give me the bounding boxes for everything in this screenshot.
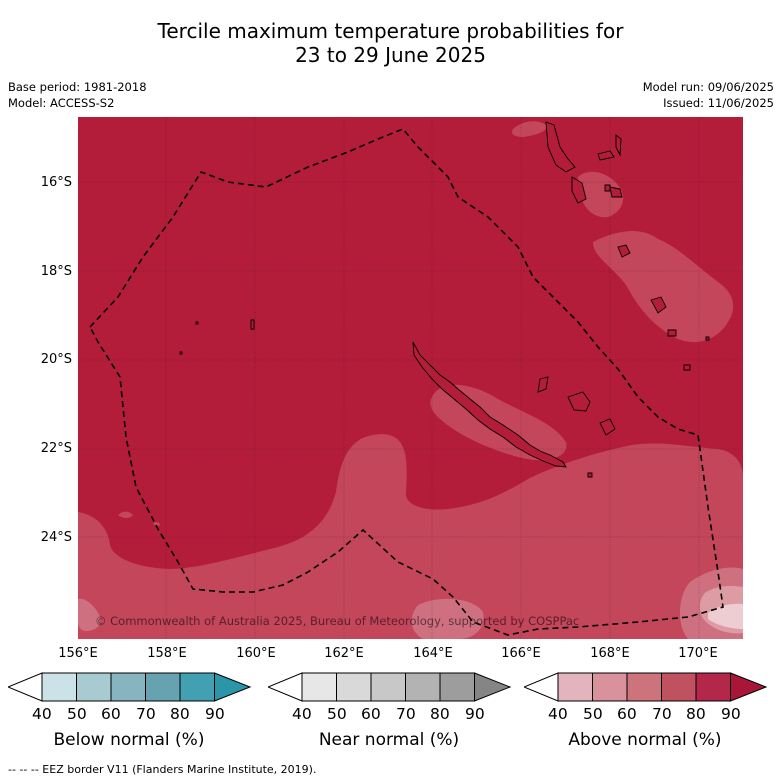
issued-date: Issued: 11/06/2025 — [663, 96, 774, 110]
colorbar-below — [8, 672, 252, 702]
title-line-1: Tercile maximum temperature probabilitie… — [157, 19, 624, 43]
colorbar-near — [268, 672, 512, 702]
contour-blob-w2 — [153, 521, 160, 527]
islet-6 — [587, 472, 593, 478]
islet-3 — [705, 336, 710, 341]
tick-80: 80 — [170, 705, 190, 723]
eez-border — [89, 128, 724, 636]
lat-label-18s: 18°S — [40, 264, 72, 279]
base-period: Base period: 1981-2018 — [8, 80, 147, 94]
vanuatu-epi — [604, 184, 611, 192]
vanuatu-tanna — [650, 296, 667, 314]
tick-70: 70 — [136, 705, 156, 723]
loyalty-lifou — [567, 391, 591, 412]
meta-left: Base period: 1981-2018 Model: ACCESS-S2 — [8, 79, 147, 111]
tick-70: 70 — [652, 705, 672, 723]
loyalty-ouvea — [537, 376, 549, 393]
contour-ne-1 — [593, 231, 734, 343]
lon-label-156e: 156°E — [58, 646, 98, 661]
contour-level-40 — [708, 603, 743, 629]
tick-90: 90 — [721, 705, 741, 723]
lon-label-162e: 162°E — [324, 646, 364, 661]
eez-footnote: -- -- -- EEZ border V11 (Flanders Marine… — [8, 763, 317, 776]
model-name: Model: ACCESS-S2 — [8, 96, 115, 110]
vanuatu-aneityum — [667, 329, 677, 337]
islet-4 — [195, 321, 199, 325]
lat-label-20s: 20°S — [40, 352, 72, 367]
lat-label-16s: 16°S — [40, 175, 72, 190]
legend-caption-below: Below normal (%) — [53, 730, 205, 750]
title-line-2: 23 to 29 June 2025 — [295, 43, 486, 67]
tick-80: 80 — [430, 705, 450, 723]
map-title: Tercile maximum temperature probabilitie… — [0, 19, 781, 67]
contour-ne-3 — [512, 121, 547, 137]
new-caledonia — [412, 341, 567, 468]
vanuatu-pentecost — [615, 134, 622, 157]
contour-ne-2 — [578, 171, 624, 218]
lon-label-160e: 160°E — [236, 646, 276, 661]
meta-right: Model run: 09/06/2025 Issued: 11/06/2025 — [643, 79, 774, 111]
legend-caption-near: Near normal (%) — [318, 730, 460, 750]
tick-50: 50 — [583, 705, 603, 723]
lon-label-164e: 164°E — [413, 646, 453, 661]
legend-caption-above: Above normal (%) — [568, 730, 722, 750]
lon-label-170e: 170°E — [678, 646, 718, 661]
lat-label-24s: 24°S — [40, 530, 72, 545]
copyright-text: © Commonwealth of Australia 2025, Bureau… — [95, 614, 579, 628]
loyalty-mare — [599, 418, 616, 436]
tick-60: 60 — [617, 705, 637, 723]
tick-90: 90 — [205, 705, 225, 723]
model-run: Model run: 09/06/2025 — [642, 80, 774, 94]
vanuatu-ambae — [597, 150, 615, 161]
lon-label-158e: 158°E — [147, 646, 187, 661]
contour-sw — [78, 434, 743, 639]
lon-label-168e: 168°E — [590, 646, 630, 661]
vanuatu-erromango — [617, 244, 631, 258]
tick-50: 50 — [327, 705, 347, 723]
tick-80: 80 — [686, 705, 706, 723]
islands — [179, 121, 710, 478]
lat-label-22s: 22°S — [40, 441, 72, 456]
tick-60: 60 — [361, 705, 381, 723]
lon-label-166e: 166°E — [501, 646, 541, 661]
vanuatu-espiritu — [545, 121, 576, 173]
probability-map[interactable]: © Commonwealth of Australia 2025, Bureau… — [78, 117, 743, 639]
tick-90: 90 — [465, 705, 485, 723]
tick-50: 50 — [67, 705, 87, 723]
islet-2 — [683, 364, 691, 371]
tick-70: 70 — [396, 705, 416, 723]
tick-40: 40 — [32, 705, 52, 723]
vanuatu-efate — [609, 186, 623, 198]
contour-blob-w1 — [118, 511, 133, 518]
tick-60: 60 — [101, 705, 121, 723]
colorbar-above — [524, 672, 768, 702]
vanuatu-malakula — [571, 176, 587, 204]
islet-5 — [179, 351, 183, 355]
islet-1 — [250, 319, 255, 330]
tick-40: 40 — [292, 705, 312, 723]
tick-40: 40 — [548, 705, 568, 723]
